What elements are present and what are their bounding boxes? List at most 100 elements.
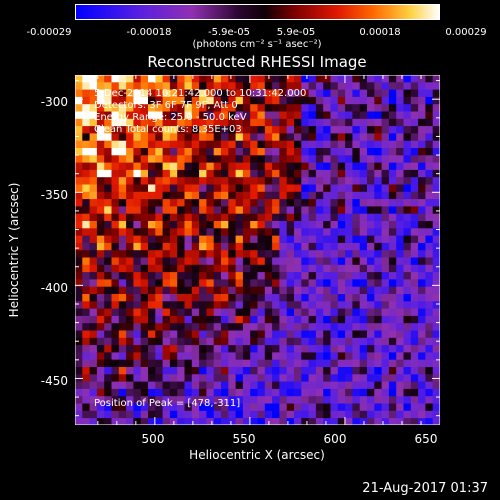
heatmap-cell (140, 381, 149, 390)
heatmap-cell (367, 330, 375, 339)
heatmap-cell (169, 155, 178, 163)
heatmap-cell (126, 140, 134, 149)
heatmap-cell (133, 199, 142, 207)
heatmap-cell (250, 418, 258, 425)
heatmap-cell (323, 337, 331, 346)
heatmap-cell (345, 396, 353, 404)
heatmap-cell (96, 381, 105, 390)
heatmap-cell (228, 410, 236, 419)
heatmap-cell (286, 96, 295, 105)
heatmap-cell (301, 410, 309, 419)
heatmap-cell (104, 359, 112, 368)
heatmap-cell (206, 374, 215, 382)
heatmap-cell (323, 359, 331, 368)
heatmap-cell (228, 155, 236, 163)
heatmap-cell (162, 82, 171, 90)
heatmap-cell (301, 374, 309, 382)
heatmap-cell (388, 323, 397, 331)
heatmap-cell (206, 257, 215, 266)
heatmap-cell (330, 272, 339, 280)
heatmap-cell (359, 286, 368, 295)
heatmap-cell (286, 148, 295, 156)
heatmap-cell (75, 206, 83, 215)
heatmap-cell (294, 264, 302, 273)
heatmap-cell (330, 337, 339, 346)
heatmap-cell (162, 89, 171, 98)
heatmap-cell (403, 279, 412, 288)
heatmap-cell (242, 177, 251, 185)
heatmap-cell (89, 257, 98, 266)
heatmap-cell (352, 82, 361, 90)
heatmap-cell (162, 294, 171, 302)
heatmap-cell (228, 367, 236, 375)
heatmap-cell (155, 279, 163, 288)
heatmap-cell (221, 272, 229, 280)
heatmap-cell (89, 213, 98, 222)
heatmap-cell (279, 352, 288, 361)
heatmap-cell (359, 272, 368, 280)
heatmap-cell (82, 89, 90, 98)
heatmap-cell (403, 140, 412, 149)
heatmap-cell (359, 111, 368, 120)
heatmap-cell (323, 169, 331, 178)
heatmap-cell (396, 235, 404, 244)
heatmap-cell (359, 257, 368, 266)
heatmap-cell (221, 352, 229, 361)
heatmap-cell (403, 104, 412, 112)
heatmap-cell (330, 111, 339, 120)
heatmap-cell (235, 155, 244, 163)
heatmap-cell (396, 257, 404, 266)
heatmap-cell (89, 169, 98, 178)
heatmap-cell (323, 89, 331, 98)
heatmap-cell (432, 133, 440, 142)
heatmap-cell (126, 257, 134, 266)
heatmap-cell (228, 286, 236, 295)
heatmap-cell (279, 169, 288, 178)
heatmap-cell (104, 337, 112, 346)
heatmap-cell (330, 104, 339, 112)
heatmap-cell (213, 396, 222, 404)
heatmap-cell (133, 221, 142, 229)
heatmap-cell (432, 184, 440, 193)
heatmap-cell (264, 272, 273, 280)
heatmap-cell (162, 228, 171, 236)
heatmap-cell (359, 162, 368, 171)
heatmap-cell (126, 169, 134, 178)
heatmap-cell (82, 104, 90, 112)
heatmap-cell (345, 330, 353, 339)
heatmap-cell (279, 279, 288, 288)
heatmap-cell (315, 235, 324, 244)
colorbar-tick-label: 5.9e-05 (276, 27, 316, 38)
heatmap-cell (279, 381, 288, 390)
heatmap-cell (279, 301, 288, 309)
heatmap-cell (235, 96, 244, 105)
heatmap-cell (206, 396, 215, 404)
heatmap-cell (345, 323, 353, 331)
heatmap-cell (250, 96, 258, 105)
heatmap-cell (235, 184, 244, 193)
heatmap-cell (323, 374, 331, 382)
heatmap-cell (367, 148, 375, 156)
heatmap-cell (140, 111, 149, 120)
heatmap-cell (279, 75, 288, 83)
heatmap-cell (301, 206, 309, 215)
heatmap-cell (345, 162, 353, 171)
y-tick-label: -450 (40, 374, 68, 388)
heatmap-cell (396, 279, 404, 288)
heatmap-cell (111, 89, 120, 98)
heatmap-cell (272, 330, 280, 339)
heatmap-cell (308, 206, 317, 215)
heatmap-cell (118, 82, 127, 90)
heatmap-cell (359, 199, 368, 207)
heatmap-cell (352, 213, 361, 222)
heatmap-cell (286, 111, 295, 120)
heatmap-cell (96, 228, 105, 236)
heatmap-cell (403, 133, 412, 142)
heatmap-cell (199, 301, 207, 309)
heatmap-cell (133, 96, 142, 105)
heatmap-cell (359, 345, 368, 353)
heatmap-cell (235, 294, 244, 302)
heatmap-cell (235, 228, 244, 236)
heatmap-cell (96, 242, 105, 251)
heatmap-cell (133, 89, 142, 98)
